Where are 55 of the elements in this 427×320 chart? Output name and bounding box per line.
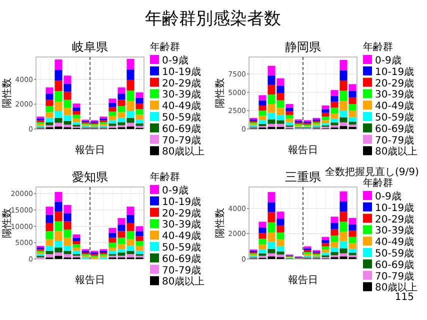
text: 全数把握見直し(9/9): [325, 166, 419, 178]
legend-label: 40-49歳: [162, 230, 202, 242]
legend-label: 50-59歳: [162, 112, 202, 124]
legend-label: 10-19歳: [375, 66, 414, 78]
legend-label: 40-49歳: [162, 100, 202, 112]
legend-label: 40-49歳: [375, 236, 414, 248]
legend-label: 70-79歳: [375, 270, 414, 282]
legend-label: 50-59歳: [375, 112, 414, 124]
x-axis-title: 報告日: [75, 274, 105, 286]
text: 115: [394, 292, 414, 303]
y-axis-title: 陽性数: [1, 78, 13, 108]
y-axis-title: 陽性数: [214, 78, 226, 108]
legend-label: 0-9歳: [375, 190, 402, 202]
legend-label: 60-69歳: [162, 122, 202, 135]
legend-label: 60-69歳: [162, 252, 202, 265]
y-axis-title: 陽性数: [214, 208, 226, 238]
legend-title: 年齢群: [150, 41, 180, 53]
x-axis-title: 報告日: [288, 274, 318, 286]
legend-label: 0-9歳: [375, 54, 402, 66]
legend-label: 30-39歳: [375, 224, 414, 237]
legend-label: 10-19歳: [162, 196, 202, 208]
legend-label: 20-29歳: [375, 77, 414, 90]
text: 年齢群別感染者数: [145, 9, 281, 29]
y-axis-title: 陽性数: [1, 208, 13, 238]
x-axis-title: 報告日: [288, 144, 318, 156]
legend-label: 60-69歳: [375, 122, 414, 135]
legend-title: 年齢群: [363, 41, 393, 53]
chart-title: 愛知県: [72, 170, 108, 184]
chart-title: 岐阜県: [72, 40, 108, 54]
legend-label: 60-69歳: [375, 258, 414, 271]
legend-label: 0-9歳: [162, 184, 188, 196]
legend-label: 10-19歳: [375, 202, 414, 214]
chart-title: 三重県: [285, 170, 321, 184]
legend-label: 20-29歳: [162, 207, 202, 220]
legend-label: 80歳以上: [375, 146, 418, 158]
legend-label: 30-39歳: [162, 88, 202, 101]
legend-label: 70-79歳: [375, 134, 414, 146]
legend-label: 0-9歳: [162, 54, 188, 66]
legend-label: 50-59歳: [162, 242, 202, 254]
legend-label: 70-79歳: [162, 264, 202, 276]
legend-label: 40-49歳: [375, 100, 414, 112]
legend-label: 20-29歳: [162, 77, 202, 90]
legend-label: 50-59歳: [375, 248, 414, 260]
legend-label: 10-19歳: [162, 66, 202, 78]
legend-label: 70-79歳: [162, 134, 202, 146]
legend-title: 年齢群: [150, 171, 180, 183]
legend-label: 80歳以上: [375, 282, 418, 294]
legend-label: 30-39歳: [162, 218, 202, 231]
legend-title: 年齢群: [363, 177, 393, 189]
legend-label: 80歳以上: [162, 146, 205, 158]
chart-title: 静岡県: [285, 40, 321, 54]
x-axis-title: 報告日: [75, 144, 105, 156]
legend-label: 20-29歳: [375, 213, 414, 226]
legend-label: 30-39歳: [375, 88, 414, 101]
legend-label: 80歳以上: [162, 276, 205, 288]
